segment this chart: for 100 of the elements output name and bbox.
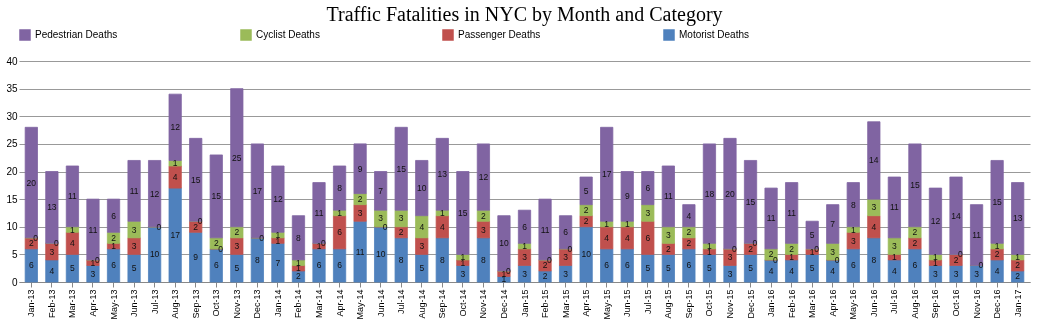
data-label: 5 [665,263,671,274]
data-label: 3 [892,241,898,252]
data-label: 2 [542,271,548,282]
data-label: 8 [871,254,877,265]
data-label: 6 [563,227,569,238]
data-label: 5 [419,263,425,274]
data-label: 18 [704,188,715,199]
data-label: 1 [604,218,610,229]
data-label: 2 [542,260,548,271]
x-tick-label: Jul-14 [396,289,407,315]
data-label: 11 [355,246,365,257]
x-tick-label: Sep-15 [683,289,694,319]
x-tick-label: Jun-14 [375,289,386,318]
data-label: 2 [481,210,487,221]
data-label: 0 [156,221,162,232]
x-tick-label: Sep-14 [437,289,448,319]
data-label: 6 [645,183,651,194]
data-label: 3 [645,207,651,218]
data-label: 3 [830,246,836,257]
x-tick-label: Jan-14 [272,289,283,318]
data-label: 5 [707,263,713,274]
chart-title: Traffic Fatalities in NYC by Month and Category [326,3,723,26]
data-label: 15 [910,180,920,191]
data-label: 3 [933,268,939,279]
data-label: 6 [111,260,117,271]
data-label: 0 [94,254,100,265]
data-label: 11 [540,224,550,235]
x-tick-label: Sep-13 [190,289,201,319]
data-label: 13 [437,169,448,180]
x-tick-label: Apr-14 [334,289,345,317]
x-tick-label: Jun-16 [868,289,879,318]
x-tick-label: Oct-16 [951,289,962,317]
legend-label: Passenger Deaths [458,29,541,40]
data-label: 3 [727,268,733,279]
data-label: 3 [563,268,569,279]
y-tick-label: 20 [6,166,18,177]
x-tick-label: Apr-15 [581,289,592,317]
data-label: 3 [665,230,671,241]
x-tick-label: Nov-14 [478,289,489,319]
data-label: 3 [234,241,240,252]
data-label: 10 [499,238,509,249]
data-label: 12 [170,122,181,133]
data-label: 4 [70,238,76,249]
legend-label: Motorist Deaths [679,29,750,40]
data-label: 20 [725,188,735,199]
y-tick-label: 30 [6,110,18,122]
y-tick-label: 5 [11,248,18,260]
data-label: 12 [930,216,941,227]
data-label: 2 [912,227,918,238]
data-label: 4 [994,265,1000,276]
x-tick-label: Apr-13 [87,289,98,317]
data-label: 2 [789,243,795,254]
data-label: 3 [727,252,733,263]
data-label: 11 [787,207,797,218]
data-label: 4 [871,221,877,232]
data-label: 2 [28,238,34,249]
data-label: 2 [213,238,219,249]
data-label: 15 [211,191,222,202]
data-label: 4 [789,265,795,276]
data-label: 0 [978,260,984,271]
data-label: 2 [994,249,1000,260]
data-label: 15 [190,174,201,185]
data-label: 6 [316,260,322,271]
data-label: 2 [912,238,918,249]
data-label: 6 [604,260,610,271]
x-tick-label: Jan-17 [1012,289,1023,318]
x-tick-label: Nov-15 [724,289,735,319]
data-label: 4 [604,232,610,243]
data-label: 6 [522,221,528,232]
data-label: 3 [398,213,404,224]
data-label: 5 [234,263,240,274]
data-label: 3 [871,202,877,213]
data-label: 13 [1012,213,1023,224]
x-tick-label: Feb-15 [540,289,551,319]
data-label: 11 [766,213,776,224]
data-label: 6 [850,260,856,271]
data-label: 8 [398,254,404,265]
data-label: 6 [624,260,630,271]
data-label: 10 [375,249,386,260]
x-tick-label: Feb-14 [293,289,304,319]
data-label: 2 [111,232,117,243]
data-label: 0 [731,243,737,254]
data-label: 3 [49,246,55,257]
data-label: 3 [522,252,528,263]
x-tick-label: Aug-16 [909,289,920,319]
data-label: 1 [90,257,96,268]
data-label: 1 [624,218,630,229]
legend-label: Cyclist Deaths [256,29,320,40]
data-label: 0 [197,216,203,227]
data-label: 2 [686,227,692,238]
data-label: 6 [28,260,34,271]
x-tick-label: Jul-13 [149,289,160,315]
data-label: 0 [773,254,779,265]
data-label: 1 [111,241,117,252]
data-label: 12 [273,194,283,205]
x-tick-label: Dec-16 [992,289,1003,319]
x-tick-label: Nov-13 [231,289,242,319]
x-tick-label: Mar-15 [560,289,571,319]
data-label: 1 [172,158,178,169]
data-label: 8 [337,183,343,194]
